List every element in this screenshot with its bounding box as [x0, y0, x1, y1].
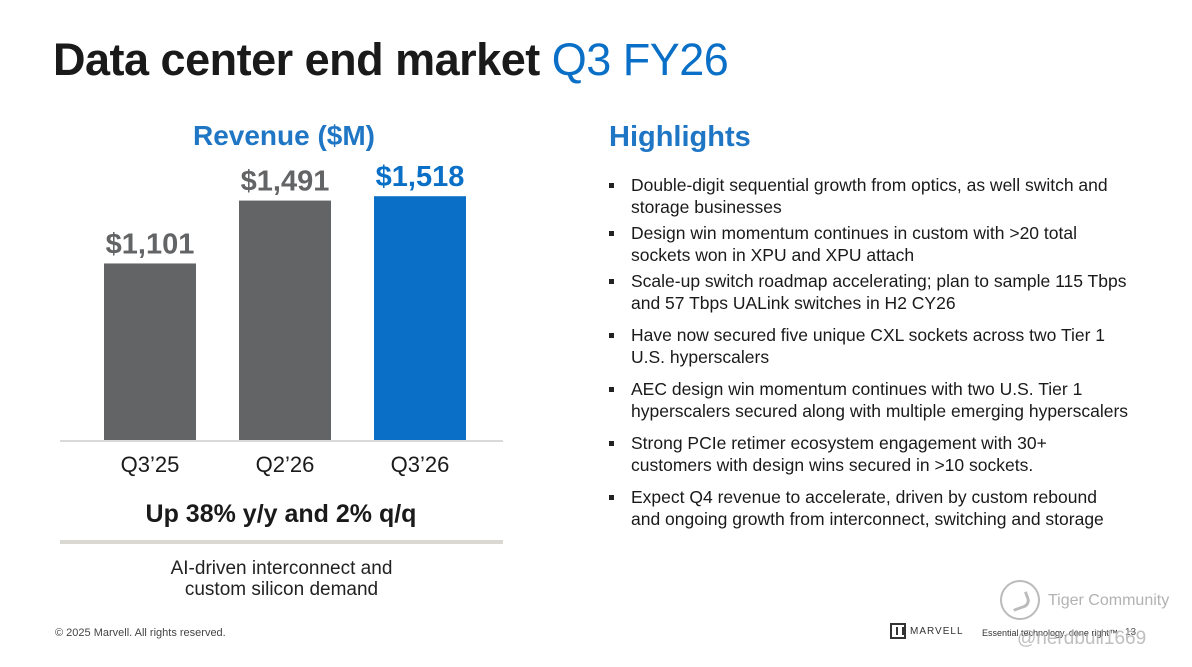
marvell-logo: MARVELL: [890, 623, 964, 639]
demand-note-line-2: custom silicon demand: [184, 579, 379, 600]
page-number: 13: [1125, 627, 1137, 638]
watermark-text: Tiger Community: [1048, 592, 1170, 609]
marvell-logo-icon: [890, 623, 906, 639]
divider: [60, 540, 503, 544]
tiger-community-icon: [1000, 580, 1040, 620]
bar-2: [239, 200, 331, 441]
tagline: Essential technology, done right™: [982, 628, 1118, 638]
bar-value-label-1: $1,101: [106, 228, 195, 260]
highlight-item: Have now secured five unique CXL sockets…: [609, 324, 1129, 368]
highlight-item: Expect Q4 revenue to accelerate, driven …: [609, 486, 1129, 530]
highlight-item: Double-digit sequential growth from opti…: [609, 174, 1129, 218]
bar-value-label-2: $1,491: [241, 166, 330, 198]
bar-value-label-3: $1,518: [376, 161, 465, 193]
highlight-item: Design win momentum continues in custom …: [609, 222, 1129, 266]
growth-summary: Up 38% y/y and 2% q/q: [145, 500, 417, 528]
page-title-accent: Q3 FY26: [551, 34, 729, 85]
demand-note-line-1: AI-driven interconnect and: [170, 558, 393, 579]
highlight-item: Scale-up switch roadmap accelerating; pl…: [609, 270, 1129, 314]
x-tick-label-1: Q3’25: [121, 452, 180, 477]
page-title-main: Data center end market: [53, 34, 540, 85]
highlight-item: Strong PCIe retimer ecosystem engagement…: [609, 432, 1129, 476]
copyright: © 2025 Marvell. All rights reserved.: [55, 627, 226, 639]
x-tick-label-2: Q2’26: [256, 452, 315, 477]
highlights-title: Highlights: [609, 121, 751, 153]
highlight-item: AEC design win momentum continues with t…: [609, 378, 1129, 422]
page-title: Data center end market Q3 FY26: [53, 34, 729, 86]
watermark-handle: @nerdbull1669: [1017, 628, 1147, 649]
x-tick-label-3: Q3’26: [391, 452, 450, 477]
revenue-bar-chart: $1,101 Q3’25 $1,491 Q2’26 $1,518 Q3’26: [60, 161, 503, 477]
highlights-list: Double-digit sequential growth from opti…: [609, 174, 1129, 530]
bar-3: [374, 196, 466, 441]
chart-title: Revenue ($M): [192, 120, 376, 151]
brand-name: MARVELL: [910, 625, 964, 637]
demand-note: AI-driven interconnect and custom silico…: [60, 558, 503, 600]
bar-1: [104, 263, 196, 441]
